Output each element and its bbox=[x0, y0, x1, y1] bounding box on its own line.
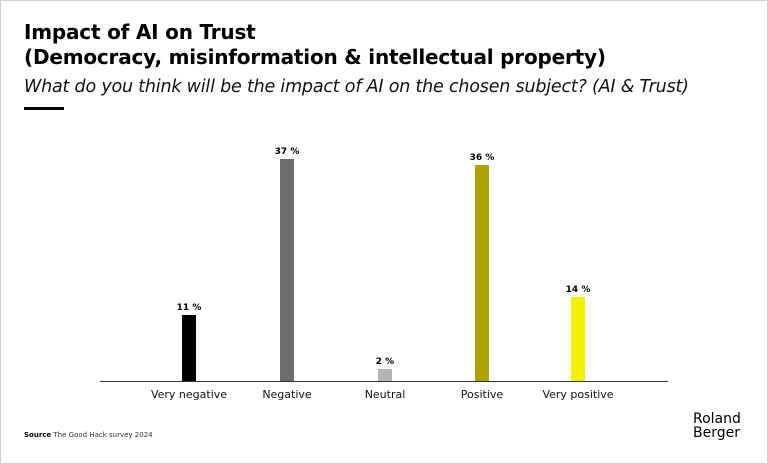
title-line-1: Impact of AI on Trust bbox=[24, 20, 256, 44]
value-label: 11 % bbox=[177, 303, 202, 313]
bar-very-positive bbox=[571, 297, 585, 381]
category-label: Neutral bbox=[365, 388, 406, 401]
bar-neutral bbox=[378, 369, 392, 381]
value-label: 37 % bbox=[275, 147, 300, 157]
category-label: Positive bbox=[461, 388, 504, 401]
value-label: 2 % bbox=[376, 357, 394, 367]
value-labels-group: 11 % 37 % 2 % 36 % 14 % bbox=[177, 147, 591, 367]
category-label: Very positive bbox=[542, 388, 613, 401]
bars-group bbox=[182, 159, 585, 381]
logo-line-1: Roland bbox=[693, 411, 741, 427]
category-label: Negative bbox=[262, 388, 312, 401]
roland-berger-logo: Roland Berger bbox=[693, 412, 741, 440]
bar-negative bbox=[280, 159, 294, 381]
source-note: Source The Good Hack survey 2024 bbox=[24, 431, 153, 439]
value-label: 14 % bbox=[566, 285, 591, 295]
bar-very-negative bbox=[182, 315, 196, 381]
bar-positive bbox=[475, 165, 489, 381]
source-label: Source bbox=[24, 431, 52, 439]
category-labels-group: Very negative Negative Neutral Positive Very… bbox=[151, 388, 614, 401]
value-label: 36 % bbox=[470, 153, 495, 163]
logo-line-2: Berger bbox=[693, 425, 740, 441]
chart-subtitle: What do you think will be the impact of … bbox=[24, 77, 689, 97]
chart-title: Impact of AI on Trust (Democracy, misinf… bbox=[24, 20, 606, 70]
title-underline bbox=[24, 107, 64, 110]
category-label: Very negative bbox=[151, 388, 227, 401]
source-text: The Good Hack survey 2024 bbox=[53, 431, 153, 439]
title-line-2: (Democracy, misinformation & intellectua… bbox=[24, 45, 606, 69]
